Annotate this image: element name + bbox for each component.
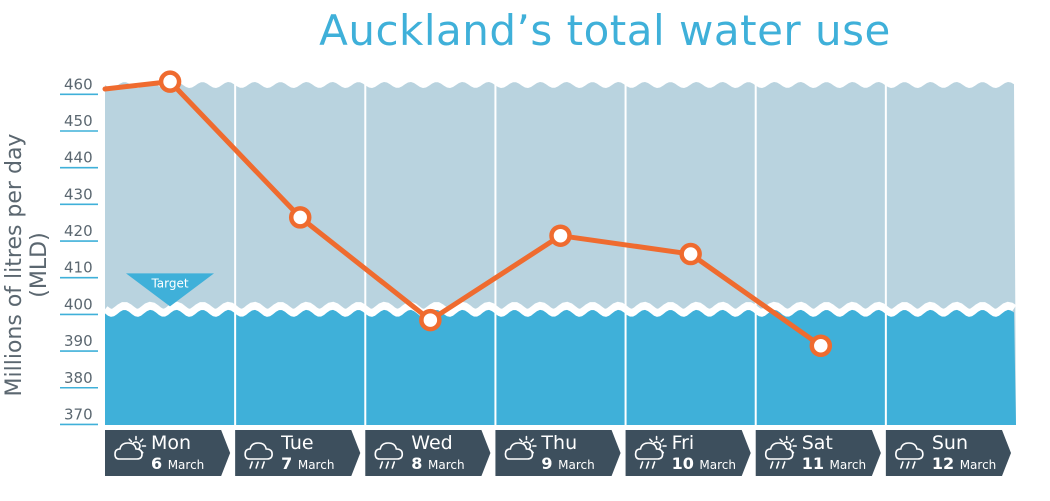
- day-name: Tue: [280, 432, 313, 454]
- y-tick-label: 400: [64, 295, 93, 313]
- day-box: [235, 430, 361, 476]
- day-name: Sun: [932, 432, 968, 454]
- y-tick-label: 390: [64, 332, 93, 350]
- data-point: [679, 242, 702, 266]
- day-date: 11 March: [802, 454, 866, 473]
- y-tick-label: 380: [64, 369, 93, 387]
- y-tick-label: 440: [64, 149, 93, 167]
- day-date: 6 March: [151, 454, 204, 473]
- data-point: [549, 224, 572, 247]
- target-marker: [126, 273, 214, 307]
- day-date: 7 March: [281, 454, 334, 473]
- day-name: Thu: [540, 432, 577, 454]
- day-box: [885, 430, 1011, 476]
- rain-cloud-icon: [895, 442, 924, 469]
- day-date: 9 March: [541, 454, 594, 473]
- y-tick-label: 410: [64, 259, 93, 277]
- rain-cloud-icon: [244, 442, 273, 469]
- data-point: [288, 206, 312, 229]
- data-point: [809, 334, 833, 357]
- cloudy-sun-icon: [504, 435, 537, 460]
- day-name: Wed: [411, 432, 452, 454]
- rain-cloud-icon: [374, 442, 404, 469]
- chart-title: Auckland’s total water use: [319, 6, 891, 55]
- data-point: [419, 308, 442, 332]
- y-tick-label: 420: [64, 222, 93, 240]
- sun-rain-cloud-icon: [634, 435, 667, 469]
- y-tick-label: 450: [64, 112, 93, 130]
- day-date: 10 March: [672, 454, 736, 473]
- below-target-band: [105, 309, 1016, 425]
- y-tick-label: 430: [64, 185, 93, 203]
- y-tick-label: 370: [64, 405, 93, 423]
- day-date: 12 March: [932, 454, 996, 473]
- cloudy-sun-icon: [114, 435, 147, 460]
- data-point: [158, 70, 182, 93]
- target-wave-edge: [102, 301, 1017, 318]
- day-date: 8 March: [411, 454, 464, 473]
- day-name: Sat: [802, 432, 833, 454]
- y-tick-label: 460: [64, 75, 93, 93]
- day-box: [365, 430, 491, 476]
- day-name: Mon: [151, 432, 191, 454]
- day-name: Fri: [672, 432, 695, 454]
- target-label: Target: [150, 276, 188, 290]
- sun-rain-cloud-icon: [764, 435, 798, 469]
